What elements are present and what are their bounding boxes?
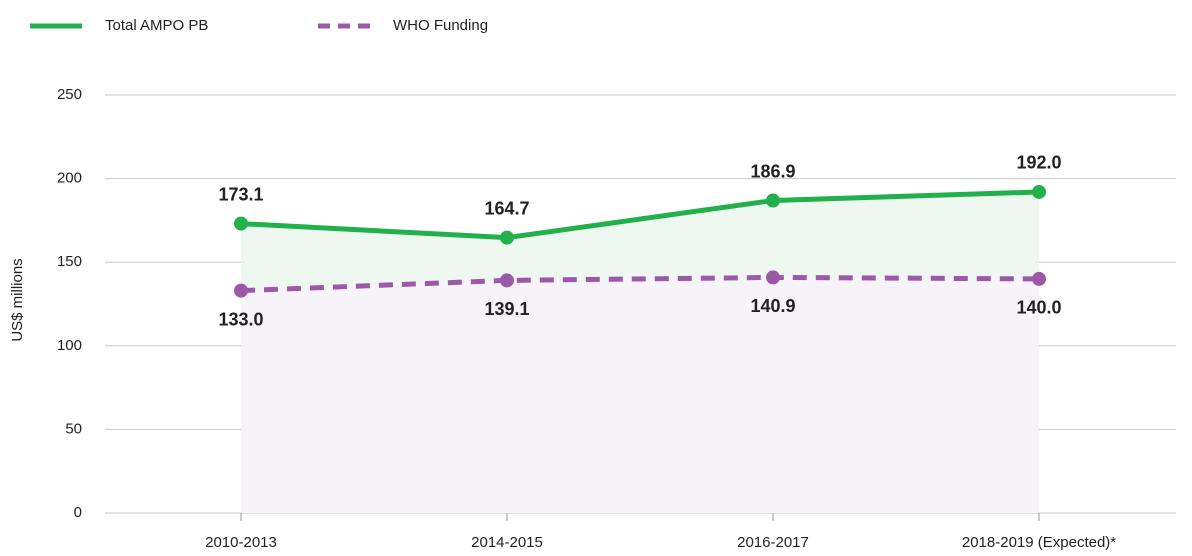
y-tick-label: 250 <box>57 86 82 103</box>
x-tick-label: 2010-2013 <box>205 534 277 551</box>
point <box>766 193 780 208</box>
x-tick-label: 2018-2019 (Expected)* <box>962 534 1116 551</box>
point <box>1032 184 1046 199</box>
point <box>766 270 780 285</box>
value-label: 173.1 <box>218 184 263 204</box>
point <box>500 273 514 288</box>
y-tick-label: 200 <box>57 170 82 187</box>
value-label: 192.0 <box>1016 153 1061 173</box>
y-axis-label: US$ millions <box>9 258 26 341</box>
point <box>234 283 248 298</box>
point <box>500 230 514 245</box>
value-label: 164.7 <box>484 198 529 218</box>
area <box>241 277 1039 513</box>
value-label: 139.1 <box>484 299 529 319</box>
value-label: 133.0 <box>218 309 263 329</box>
point <box>234 216 248 231</box>
y-tick-label: 100 <box>57 337 82 354</box>
legend-label: Total AMPO PB <box>105 17 208 34</box>
value-label: 140.0 <box>1016 298 1061 318</box>
y-tick-label: 50 <box>65 420 82 437</box>
value-label: 186.9 <box>750 161 795 181</box>
line <box>240 189 1040 241</box>
legend-label: WHO Funding <box>393 17 488 34</box>
line <box>240 274 1040 294</box>
x-tick-label: 2016-2017 <box>737 534 809 551</box>
y-tick-label: 0 <box>74 504 82 521</box>
point <box>1032 271 1046 286</box>
x-tick-label: 2014-2015 <box>471 534 543 551</box>
value-label: 140.9 <box>750 296 795 316</box>
y-tick-label: 150 <box>57 253 82 270</box>
